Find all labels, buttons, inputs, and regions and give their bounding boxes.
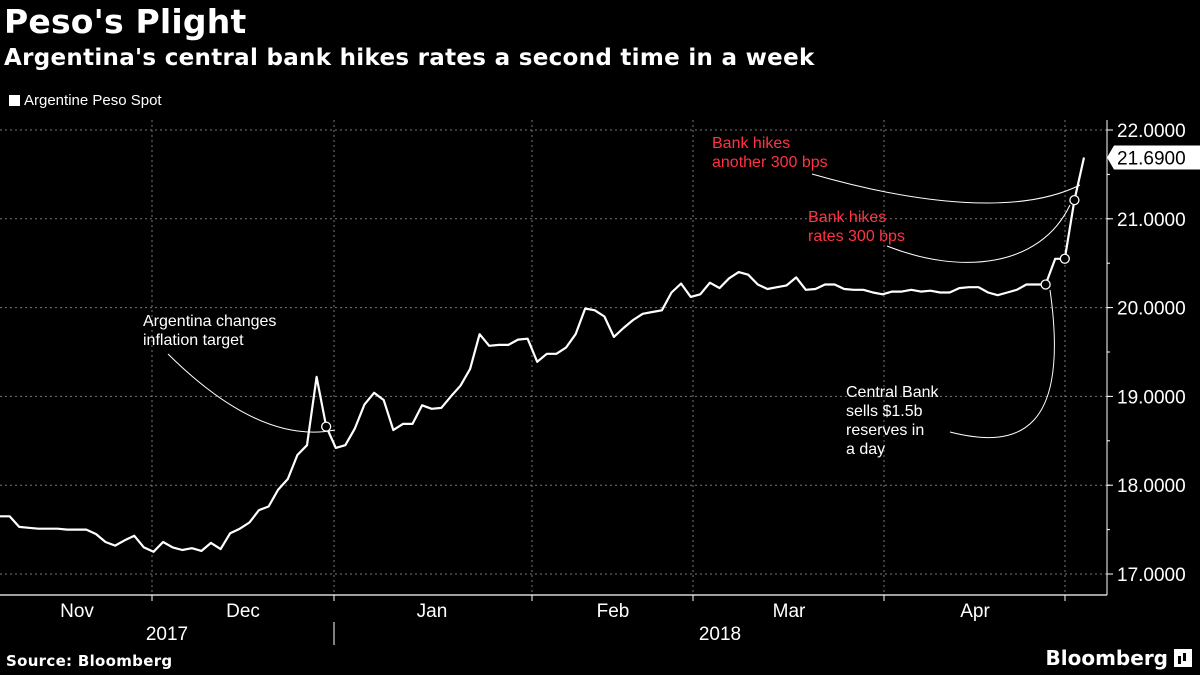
y-tick-label: 17.0000 (1117, 565, 1186, 586)
legend: Argentine Peso Spot (9, 92, 162, 109)
annotation-hike-another-300: Bank hikes (712, 135, 790, 152)
x-tick-label: Jan (417, 601, 448, 622)
legend-swatch (9, 95, 20, 106)
y-tick-label: 18.0000 (1117, 476, 1186, 497)
annotation-leader-hike-1 (886, 204, 1071, 263)
source-note: Source: Bloomberg (6, 652, 173, 670)
brand-name: Bloomberg (1045, 646, 1168, 670)
year-label: 2018 (699, 624, 741, 645)
chart-icon (1174, 649, 1192, 667)
chart-title: Peso's Plight (4, 2, 247, 41)
y-tick-label: 21.0000 (1117, 210, 1186, 231)
brand-logo: Bloomberg (1046, 646, 1192, 670)
series-line-argentine-peso-spot (0, 157, 1086, 553)
annotation-reserves-sale: Central Bank (846, 384, 939, 401)
legend-label: Argentine Peso Spot (24, 92, 162, 109)
year-label: 2017 (146, 624, 188, 645)
annotation-hike-another-300: another 300 bps (712, 154, 828, 171)
annotation-leader-hike-2 (811, 173, 1081, 204)
annotation-marker-hike-2 (1069, 195, 1080, 206)
x-tick-label: Feb (597, 601, 630, 622)
annotation-leader-inflation (167, 353, 336, 433)
annotation-hike-300: rates 300 bps (808, 228, 905, 245)
last-value-label: 21.6900 (1117, 149, 1186, 170)
annotation-reserves-sale: reserves in (846, 422, 924, 439)
chart-subtitle: Argentina's central bank hikes rates a s… (4, 45, 815, 71)
annotation-inflation-target: Argentina changes (143, 313, 276, 330)
y-tick-label: 19.0000 (1117, 387, 1186, 408)
annotation-marker-inflation (321, 421, 332, 432)
annotation-reserves-sale: a day (846, 441, 885, 458)
annotation-inflation-target: inflation target (143, 332, 244, 349)
annotation-hike-300: Bank hikes (808, 209, 886, 226)
x-tick-label: Dec (226, 601, 260, 622)
annotation-leader-reserves (949, 289, 1055, 439)
x-tick-label: Mar (773, 601, 806, 622)
x-tick-label: Nov (60, 601, 94, 622)
annotation-marker-hike-1 (1059, 253, 1070, 264)
y-tick-label: 22.0000 (1117, 121, 1186, 142)
y-tick-label: 20.0000 (1117, 299, 1186, 320)
last-value-tag (1107, 145, 1200, 170)
x-tick-label: Apr (960, 601, 990, 622)
annotation-reserves-sale: sells $1.5b (846, 403, 923, 420)
annotation-marker-reserves (1040, 279, 1051, 290)
